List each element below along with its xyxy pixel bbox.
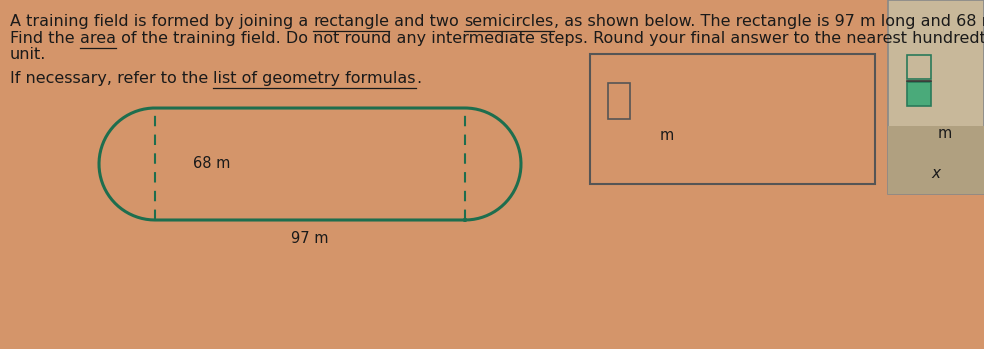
Text: unit.: unit. [10,47,46,62]
Text: m: m [660,128,674,143]
Bar [888,0,984,194]
Text: list of geometry formulas: list of geometry formulas [214,71,416,86]
Text: A training field is formed by joining a: A training field is formed by joining a [10,14,313,29]
Text: and two: and two [390,14,464,29]
Text: , as shown below. The rectangle is 97 m long and 68 m: , as shown below. The rectangle is 97 m … [554,14,984,29]
Text: area: area [80,31,116,46]
Bar [590,54,875,184]
Text: If necessary, refer to the: If necessary, refer to the [10,71,214,86]
Text: 97 m: 97 m [291,231,329,246]
Text: rectangle: rectangle [313,14,390,29]
Bar [907,55,931,79]
Bar [907,82,931,106]
Text: semicircles: semicircles [464,14,554,29]
Text: .: . [416,71,421,86]
Text: Find the: Find the [10,31,80,46]
Bar [888,126,984,194]
Bar [608,83,630,119]
Text: x: x [932,166,941,181]
Text: of the training field. Do not round any intermediate steps. Round your final ans: of the training field. Do not round any … [116,31,984,46]
Polygon shape [99,108,521,220]
Text: m: m [938,126,953,141]
Text: 68 m: 68 m [193,156,230,171]
